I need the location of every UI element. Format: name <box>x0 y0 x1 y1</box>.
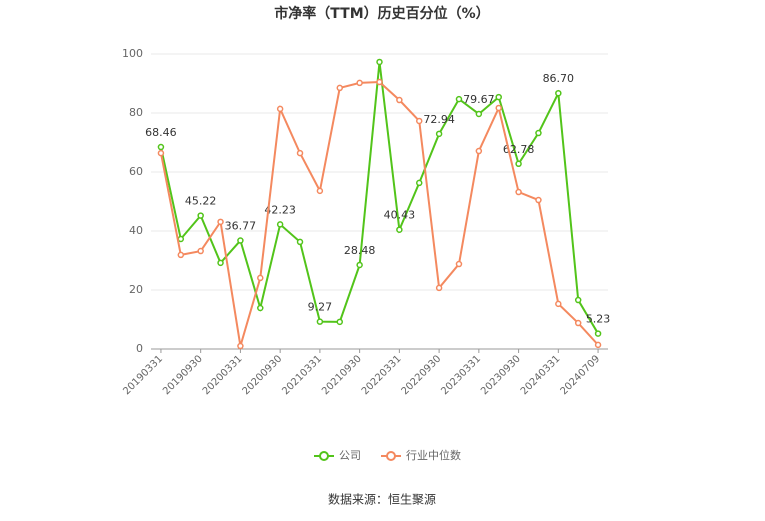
data-label: 42.23 <box>264 203 296 216</box>
data-label: 79.67 <box>463 93 495 106</box>
point <box>555 89 562 97</box>
y-tick-label: 0 <box>136 342 143 355</box>
data-label: 45.22 <box>185 195 217 208</box>
point <box>356 79 363 87</box>
data-label: 40.43 <box>384 209 416 222</box>
point <box>376 78 383 86</box>
series-line <box>159 81 599 347</box>
point <box>515 160 522 168</box>
y-tick-label: 80 <box>129 106 143 119</box>
point <box>435 130 443 138</box>
x-tick-label: 20220331 <box>360 353 404 397</box>
point <box>435 284 443 292</box>
point <box>376 58 383 66</box>
y-tick-label: 40 <box>129 224 143 237</box>
point <box>455 95 463 103</box>
y-tick-label: 60 <box>129 165 143 178</box>
point <box>177 251 185 259</box>
point <box>197 212 204 219</box>
point <box>555 300 562 308</box>
point <box>237 237 244 244</box>
point <box>495 93 502 101</box>
point <box>257 274 264 282</box>
x-tick-label: 20200930 <box>241 353 285 397</box>
point <box>495 104 502 112</box>
point <box>535 129 542 137</box>
point <box>296 149 304 157</box>
point <box>475 147 483 155</box>
point <box>415 117 423 125</box>
x-tick-label: 20240709 <box>559 353 603 397</box>
x-tick-label: 20210930 <box>320 353 364 397</box>
point <box>276 221 284 228</box>
point <box>276 105 284 113</box>
point <box>515 188 522 196</box>
x-tick-label: 20240331 <box>519 353 563 397</box>
point <box>296 238 304 246</box>
point <box>157 149 165 157</box>
data-label: 68.46 <box>145 126 177 139</box>
data-label: 86.70 <box>543 72 575 85</box>
legend-marker <box>386 451 396 461</box>
point <box>356 261 363 269</box>
chart-title: 市净率（TTM）历史百分位（%） <box>274 5 489 22</box>
data-label: 72.94 <box>423 113 455 126</box>
point <box>316 187 324 195</box>
x-tick-label: 20210331 <box>280 353 324 397</box>
point <box>237 342 244 350</box>
legend-marker <box>319 451 329 461</box>
point <box>574 319 582 327</box>
x-tick-label: 20230331 <box>439 353 483 397</box>
point <box>574 296 582 304</box>
y-tick-label: 100 <box>122 47 143 60</box>
x-tick-label: 20190331 <box>121 353 165 397</box>
point <box>455 260 463 268</box>
point <box>535 196 542 204</box>
point <box>217 218 224 226</box>
point <box>336 318 344 326</box>
data-label: 28.48 <box>344 244 376 257</box>
y-tick-label: 20 <box>129 283 143 296</box>
x-tick-label: 20200331 <box>201 353 245 397</box>
point <box>475 110 483 118</box>
data-label: 36.77 <box>225 220 257 233</box>
point <box>396 226 403 233</box>
legend-label: 公司 <box>339 449 361 462</box>
point <box>396 96 403 104</box>
point <box>316 318 324 325</box>
x-tick-label: 20230930 <box>479 353 523 397</box>
data-label: 5.23 <box>586 313 611 326</box>
point <box>217 259 224 267</box>
point <box>336 84 344 92</box>
x-tick-label: 20190930 <box>161 353 205 397</box>
point <box>197 247 204 255</box>
source: 数据来源：恒生聚源 <box>328 492 436 507</box>
point <box>157 143 165 151</box>
point <box>594 341 602 349</box>
data-label: 9.27 <box>308 301 333 314</box>
point <box>594 330 602 337</box>
legend-label: 行业中位数 <box>406 448 461 462</box>
point <box>415 179 423 187</box>
x-tick-label: 20220930 <box>400 353 444 397</box>
point <box>257 304 264 312</box>
data-label: 62.78 <box>503 143 535 156</box>
